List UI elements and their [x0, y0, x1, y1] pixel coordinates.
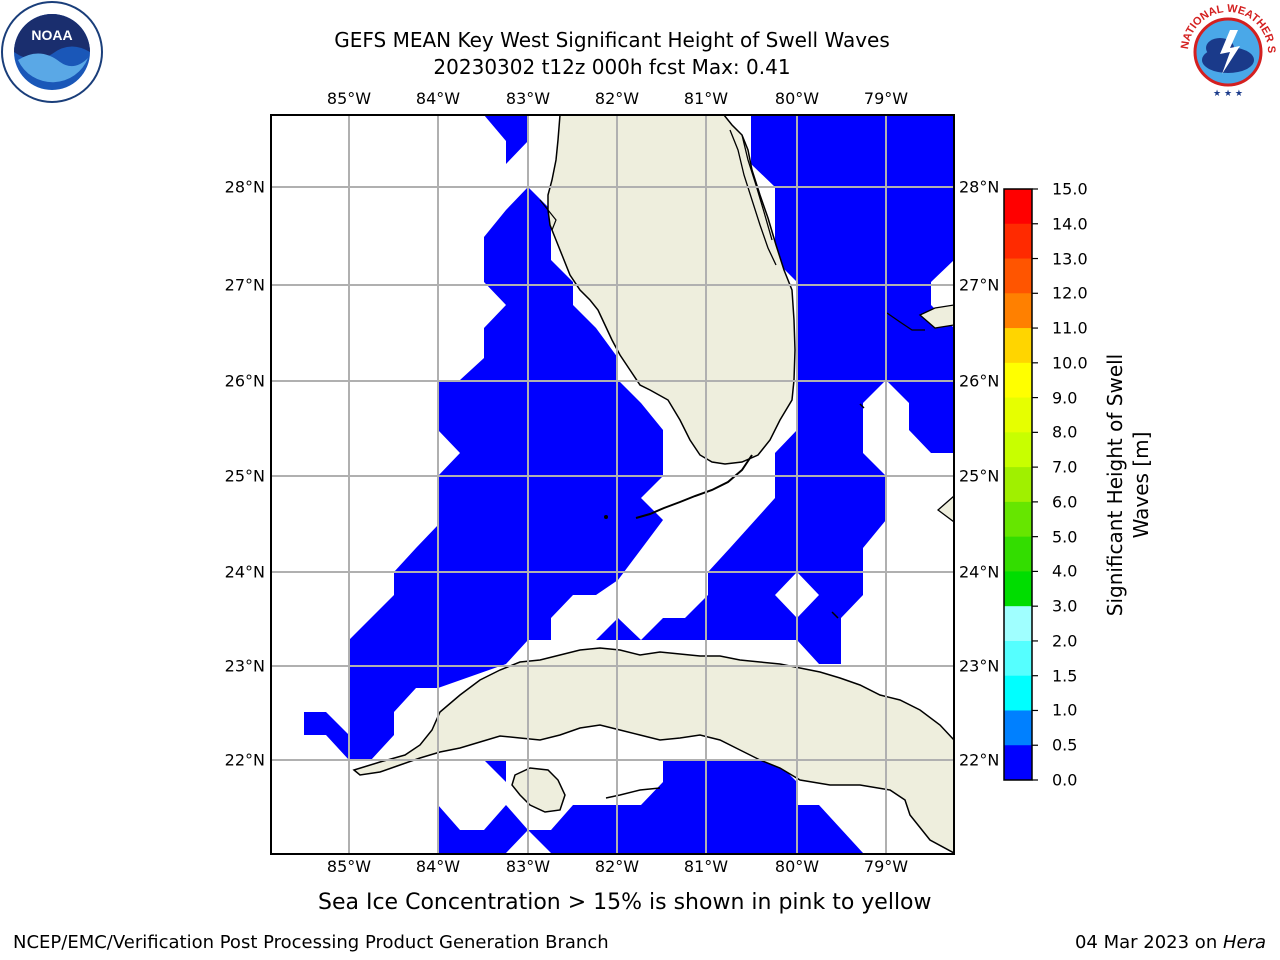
chart-title: GEFS MEAN Key West Significant Height of… [334, 28, 890, 52]
map-frame [270, 114, 955, 855]
colorbar-tick-label: 3.0 [1052, 596, 1078, 616]
lat-label-left: 28°N [224, 177, 265, 197]
footer-date-text: 04 Mar 2023 on [1074, 932, 1223, 953]
colorbar-label-line2: Waves [m] [1129, 431, 1153, 539]
florida-keys [635, 454, 753, 519]
colorbar-segment [1004, 710, 1032, 746]
chart-subtitle: 20230302 t12z 000h fcst Max: 0.41 [433, 55, 791, 79]
sea-ice-note: Sea Ice Concentration > 15% is shown in … [318, 890, 932, 915]
footer-credit: NCEP/EMC/Verification Post Processing Pr… [13, 932, 609, 953]
colorbar-tick-label: 15.0 [1052, 179, 1088, 199]
footer-host: Hera [1222, 932, 1266, 953]
lon-label-top: 81°W [683, 89, 729, 108]
lat-label-right: 27°N [959, 275, 1000, 295]
bahamas-land [918, 304, 954, 329]
colorbar-tick-label: 5.0 [1052, 527, 1078, 547]
lon-label-top: 79°W [863, 89, 909, 108]
colorbar-tick-label: 10.0 [1052, 353, 1088, 373]
colorbar-tick-label: 9.0 [1052, 388, 1078, 408]
colorbar-segment [1004, 571, 1032, 607]
lat-label-left: 22°N [224, 750, 265, 770]
colorbar-label: Significant Height of Swell Waves [m] [1102, 354, 1154, 616]
lat-label-left: 25°N [224, 466, 265, 486]
nws-logo: NATIONAL WEATHER SERVICE ★ ★ ★ [1176, 0, 1277, 100]
lon-label-top: 80°W [774, 89, 820, 108]
graticule [271, 115, 954, 854]
cuba-land [352, 647, 954, 854]
lon-label-top: 85°W [326, 89, 372, 108]
lon-label-top: 82°W [594, 89, 640, 108]
colorbar-tick-label: 1.0 [1052, 700, 1078, 720]
colorbar-segment [1004, 258, 1032, 294]
colorbar-tick-label: 13.0 [1052, 249, 1088, 269]
colorbar-tick-label: 6.0 [1052, 492, 1078, 512]
colorbar-segment [1004, 606, 1032, 642]
footer-date: 04 Mar 2023 on Hera [1075, 932, 1266, 953]
lon-label-bottom: 84°W [415, 857, 461, 876]
colorbar-segment [1004, 223, 1032, 260]
lon-label-top: 84°W [415, 89, 461, 108]
lat-label-right: 23°N [959, 656, 1000, 676]
lat-label-left: 26°N [224, 371, 265, 391]
colorbar-segment [1004, 467, 1032, 503]
colorbar-tick-label: 12.0 [1052, 283, 1088, 303]
lon-label-bottom: 79°W [863, 857, 909, 876]
colorbar-segment [1004, 640, 1032, 677]
colorbar-segment [1004, 501, 1032, 538]
noaa-logo: NOAA [1, 1, 103, 103]
lat-label-right: 22°N [959, 750, 1000, 770]
isla-juventud [511, 767, 566, 813]
colorbar-tick-label: 7.0 [1052, 457, 1078, 477]
colorbar-tick-label: 11.0 [1052, 318, 1088, 338]
colorbar-tick-label: 14.0 [1052, 214, 1088, 234]
colorbar-segment [1004, 328, 1032, 364]
colorbar-frame [1003, 188, 1033, 781]
colorbar-tick-label: 1.5 [1052, 666, 1078, 686]
colorbar-label-line1: Significant Height of Swell [1103, 353, 1127, 617]
colorbar-tick-label: 0.5 [1052, 735, 1078, 755]
lat-label-left: 24°N [224, 562, 265, 582]
florida-land [547, 115, 796, 465]
lat-label-left: 23°N [224, 656, 265, 676]
colorbar-segment [1004, 293, 1032, 329]
lon-label-bottom: 81°W [683, 857, 729, 876]
lat-label-right: 24°N [959, 562, 1000, 582]
colorbar-tick-label: 8.0 [1052, 422, 1078, 442]
colorbar-tick-label: 4.0 [1052, 561, 1078, 581]
lon-label-bottom: 80°W [774, 857, 820, 876]
lat-label-right: 25°N [959, 466, 1000, 486]
lat-label-left: 27°N [224, 275, 265, 295]
lon-label-bottom: 83°W [505, 857, 551, 876]
lon-label-top: 83°W [505, 89, 551, 108]
colorbar-segment [1004, 432, 1032, 468]
colorbar-segment [1004, 675, 1032, 711]
lat-label-right: 26°N [959, 371, 1000, 391]
noaa-logo-text: NOAA [31, 27, 72, 43]
colorbar-segment [1004, 397, 1032, 433]
svg-text:★ ★ ★: ★ ★ ★ [1213, 89, 1243, 99]
colorbar-segment [1004, 536, 1032, 572]
colorbar-tick-label: 0.0 [1052, 770, 1078, 790]
lon-label-bottom: 82°W [594, 857, 640, 876]
lat-label-right: 28°N [959, 177, 1000, 197]
colorbar-tick-label: 2.0 [1052, 631, 1078, 651]
lon-label-bottom: 85°W [326, 857, 372, 876]
colorbar-segment [1004, 189, 1032, 225]
colorbar-segment [1004, 362, 1032, 399]
colorbar-segment [1004, 745, 1032, 781]
